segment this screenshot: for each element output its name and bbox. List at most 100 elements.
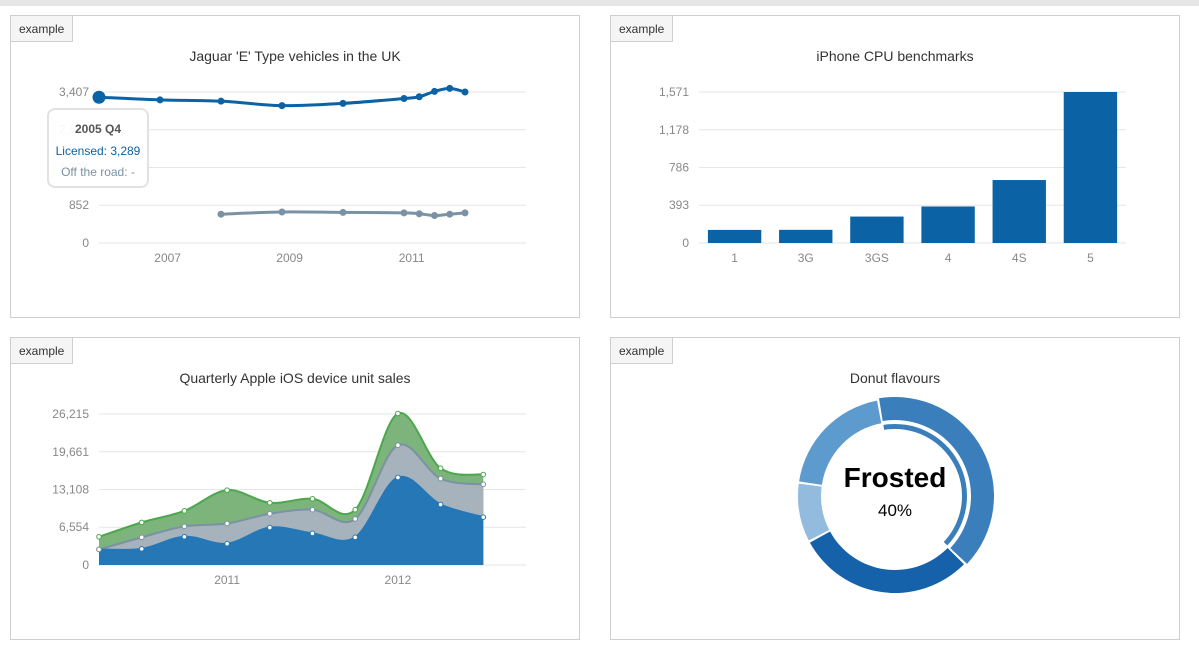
example-tag[interactable]: example (611, 16, 674, 42)
series-line (98, 86, 466, 108)
data-point (461, 88, 469, 96)
y-tick-label: 1,178 (659, 123, 689, 137)
bar (921, 206, 975, 243)
donut-center-label: Frosted (843, 462, 947, 493)
y-tick-label: 0 (82, 558, 89, 572)
x-tick-label: 2007 (154, 251, 181, 265)
tooltip-off-road: Off the road: - (61, 165, 135, 179)
donut-slice (878, 397, 994, 564)
data-point (138, 534, 145, 541)
x-tick-label: 5 (1087, 251, 1094, 265)
chart-title: Quarterly Apple iOS device unit sales (179, 370, 411, 386)
y-tick-label: 0 (82, 236, 89, 250)
data-point (352, 534, 359, 541)
top-bar (0, 0, 1199, 6)
data-point (181, 533, 188, 540)
data-point (181, 508, 188, 514)
data-point (395, 474, 401, 481)
data-point (480, 514, 487, 520)
tooltip-licensed: Licensed: 3,289 (55, 144, 141, 158)
x-tick-label: 3GS (865, 251, 889, 265)
bar (779, 229, 833, 243)
example-tag[interactable]: example (11, 16, 74, 42)
data-point (437, 501, 444, 508)
data-point (339, 208, 347, 216)
x-tick-label: 3G (798, 251, 814, 265)
data-point (267, 499, 273, 506)
data-point (352, 506, 359, 513)
data-point (217, 210, 225, 218)
example-tag[interactable]: example (11, 338, 74, 364)
chart-title: Donut flavours (849, 370, 941, 386)
data-point (138, 519, 145, 526)
data-point (138, 546, 145, 552)
y-tick-label: 852 (69, 198, 89, 212)
hover-tooltip: 2005 Q4 Licensed: 3,289 Off the road: - (47, 108, 149, 188)
data-point (96, 546, 102, 553)
y-tick-label: 786 (669, 160, 689, 174)
data-point (352, 516, 359, 522)
chart-title: Jaguar 'E' Type vehicles in the UK (189, 48, 401, 64)
data-point (278, 208, 286, 216)
area-fill (99, 476, 484, 565)
x-tick-label: 2012 (385, 573, 412, 587)
data-point (181, 523, 188, 530)
area-chart: 0 6,554 13,108 19,661 26,215 2011 2012 (52, 407, 526, 587)
data-point (431, 212, 438, 220)
y-tick-label: 1,571 (659, 85, 689, 99)
y-tick-label: 6,554 (59, 520, 89, 534)
data-point (395, 442, 401, 448)
y-tick-label: 0 (682, 236, 689, 250)
x-tick-label: 2011 (399, 251, 425, 265)
y-tick-label: 3,407 (59, 85, 89, 99)
data-point (224, 487, 230, 493)
donut-slice (799, 400, 882, 485)
data-point (415, 210, 423, 218)
data-point (461, 209, 469, 217)
data-point (309, 530, 316, 537)
bar (1063, 92, 1118, 243)
data-point (278, 102, 286, 110)
area-line (98, 412, 484, 538)
data-point (395, 410, 401, 417)
tooltip-title: 2005 Q4 (74, 122, 122, 136)
panel-donut-chart: example Donut flavours Frosted 40% (610, 337, 1180, 640)
data-point (400, 209, 408, 217)
donut-slice (809, 531, 964, 593)
data-point (92, 90, 106, 104)
area-line (98, 475, 484, 551)
data-point (339, 99, 347, 107)
y-tick-label: 13,108 (52, 482, 89, 496)
data-point (400, 95, 408, 103)
x-tick-label: 1 (731, 251, 738, 265)
chart-title: iPhone CPU benchmarks (816, 48, 974, 64)
donut-center-value: 40% (877, 501, 913, 520)
bar (707, 229, 762, 243)
panel-iphone-bar-chart: 0 393 786 1,178 1,571 1 3G 3GS 4 4S 5 example iPho… (610, 15, 1180, 318)
x-tick-label: 4S (1012, 251, 1027, 265)
data-point (309, 506, 316, 513)
x-tick-label: 2009 (276, 251, 303, 265)
data-point (267, 510, 273, 517)
data-point (446, 210, 454, 218)
area-line (98, 443, 484, 551)
data-point (437, 465, 444, 472)
y-tick-label: 19,661 (52, 445, 89, 459)
bar-chart: 0 393 786 1,178 1,571 1 3G 3GS 4 4S 5 (659, 85, 1126, 265)
data-point (480, 481, 487, 488)
data-point (480, 471, 487, 478)
panel-ios-area-chart: 0 6,554 13,108 19,661 26,215 2011 2012 example… (10, 337, 580, 640)
x-tick-label: 4 (945, 251, 952, 265)
data-point (217, 97, 225, 105)
donut-slice (798, 483, 830, 541)
data-point (224, 520, 230, 527)
example-tag[interactable]: example (611, 338, 674, 364)
donut-chart (798, 397, 994, 593)
x-tick-label: 2011 (214, 573, 240, 587)
data-point (309, 495, 316, 502)
data-point (96, 533, 102, 540)
y-tick-label: 26,215 (52, 407, 89, 421)
data-point (446, 84, 454, 92)
y-tick-label: 393 (669, 198, 689, 212)
